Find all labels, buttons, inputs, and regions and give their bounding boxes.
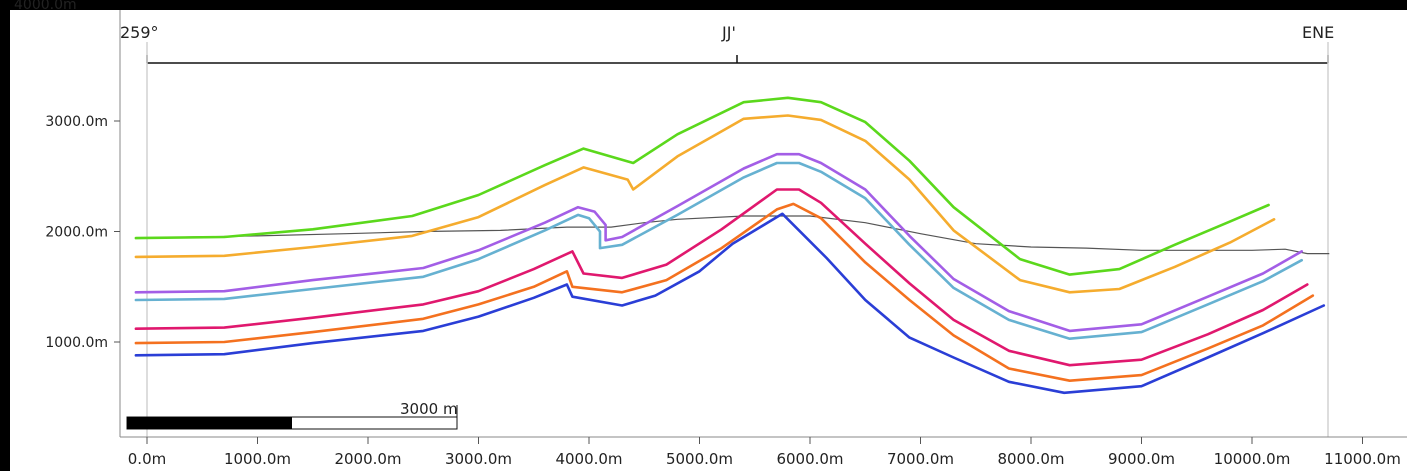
scale-bar-label: 3000 m xyxy=(400,400,458,418)
scale-bar-filled-segment xyxy=(127,417,292,429)
y-axis: 1000.0m 2000.0m 3000.0m xyxy=(45,10,121,437)
horizon-line-6 xyxy=(134,202,1315,383)
horizon-lines xyxy=(134,96,1326,395)
x-tick-label: 8000.0m xyxy=(997,450,1064,468)
horizon-line-1 xyxy=(134,96,1270,276)
y-tick-label-top: 4000.0m xyxy=(14,0,77,13)
y-tick-label: 3000.0m xyxy=(45,114,108,130)
x-tick-label: 7000.0m xyxy=(887,450,954,468)
x-tick-label: 9000.0m xyxy=(1108,450,1175,468)
x-tick-label: 0.0m xyxy=(128,450,166,468)
section-title: JJ' xyxy=(721,23,736,42)
section-header: 259° JJ' ENE xyxy=(120,23,1334,64)
horizon-line-4 xyxy=(134,161,1303,341)
x-tick-label: 3000.0m xyxy=(445,450,512,468)
x-tick-label: 4000.0m xyxy=(555,450,622,468)
y-tick-label: 1000.0m xyxy=(45,335,108,351)
horizon-line-7 xyxy=(134,212,1326,395)
x-tick-label: 2000.0m xyxy=(334,450,401,468)
x-tick-label: 5000.0m xyxy=(666,450,733,468)
x-tick-label: 6000.0m xyxy=(776,450,843,468)
section-end-label: ENE xyxy=(1302,23,1334,42)
scale-bar: 3000 m xyxy=(126,400,458,430)
plot-background xyxy=(10,10,1407,471)
x-tick-label: 1000.0m xyxy=(224,450,291,468)
x-axis: 0.0m 1000.0m 2000.0m 3000.0m 4000.0m 5000.0m 6… xyxy=(120,436,1407,468)
y-tick-label: 2000.0m xyxy=(45,225,108,241)
horizon-line-2 xyxy=(134,114,1276,294)
x-tick-label: 11000.0m xyxy=(1324,450,1401,468)
horizon-line-3 xyxy=(134,152,1303,333)
section-start-label: 259° xyxy=(120,23,159,42)
x-tick-label: 10000.0m xyxy=(1214,450,1291,468)
horizon-line-5 xyxy=(134,188,1309,367)
